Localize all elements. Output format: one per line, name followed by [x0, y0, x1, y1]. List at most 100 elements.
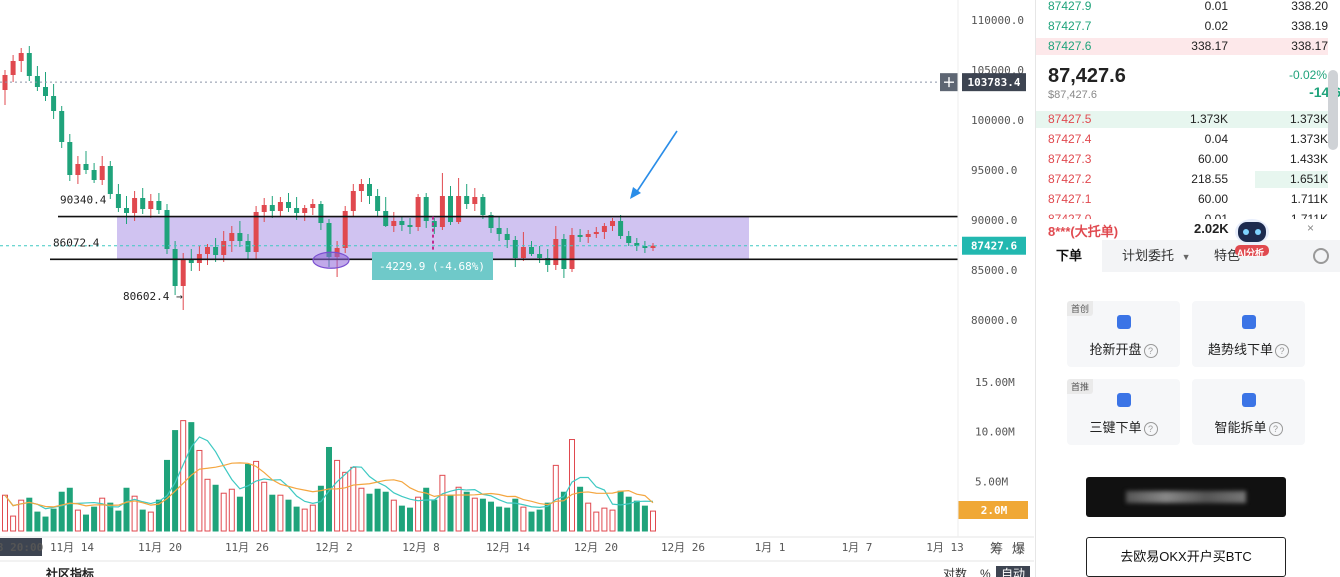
candle-body [124, 208, 129, 213]
volume-bar [431, 499, 438, 532]
card-badge: 首推 [1067, 379, 1094, 394]
volume-bar [601, 507, 608, 532]
candle-body [537, 254, 543, 258]
orderbook-bid-row[interactable]: 87427.3 60.00 1.433K [1036, 150, 1328, 169]
promo-banner[interactable] [1086, 477, 1286, 517]
volume-ma-line [4, 436, 654, 510]
tab-order[interactable]: 下单 [1036, 240, 1102, 272]
volume-bar [10, 515, 17, 532]
card-label: 三键下单 [1089, 420, 1142, 435]
volume-bar [317, 485, 324, 532]
volume-bar [66, 487, 73, 532]
volume-bar [91, 506, 98, 532]
orderbook-ask-row[interactable]: 87427.9 0.01 338.20 [1036, 0, 1328, 16]
last-price: 87,427.6 [1048, 65, 1126, 87]
candle-body [318, 204, 324, 223]
candle-body [172, 249, 178, 286]
volume-bar [172, 430, 179, 532]
card-three-key-order[interactable]: 首推 三键下单? [1067, 379, 1180, 445]
orderbook-bid-row[interactable]: 87427.1 60.00 1.711K [1036, 190, 1328, 209]
candle-body [610, 221, 615, 226]
candle-body [561, 239, 567, 269]
candle-body [302, 208, 308, 213]
robot-icon [1235, 219, 1269, 256]
candle-body [577, 235, 583, 237]
orderbook-size: 60.00 [1197, 152, 1228, 166]
big-order-label: 8***(大托单) [1048, 224, 1119, 239]
candle-body [431, 221, 437, 227]
candle-body [115, 194, 121, 208]
volume-bar [293, 506, 300, 532]
chip-icon: 筹 [990, 541, 1003, 556]
candle-body [237, 233, 243, 241]
candle-body [423, 197, 429, 221]
volume-bar [42, 516, 49, 532]
ai-analysis-button[interactable]: AI分析 [1232, 216, 1272, 258]
settings-icon[interactable] [1313, 248, 1329, 264]
orderbook-total: 1.373K [1289, 132, 1328, 146]
volume-bar [593, 511, 600, 532]
volume-bar [18, 499, 25, 532]
volume-bar [301, 508, 308, 532]
orderbook-total: 338.19 [1291, 19, 1328, 33]
close-icon[interactable]: × [1306, 221, 1314, 235]
scrollbar-handle[interactable] [1328, 70, 1338, 150]
orderbook-bid-row[interactable]: 87427.4 0.04 1.373K [1036, 130, 1328, 149]
date-tick-label: 12月 26 [661, 541, 705, 554]
volume-bar [366, 493, 373, 532]
chart-area[interactable]: -4229.9 (-4.68%) 90340.4 86072.4 80602.4 → … [0, 0, 1034, 577]
volume-bar [155, 499, 162, 532]
auto-scale-toggle [996, 566, 1030, 577]
open-account-button[interactable]: 去欧易OKX开户买BTC [1086, 537, 1286, 577]
volume-bar [50, 508, 57, 532]
price-tick-label: 110000.0 [971, 14, 1024, 27]
indicator-label: 社区指标 [45, 566, 94, 577]
card-rush-open[interactable]: 首创 抢新开盘? [1067, 301, 1180, 367]
help-icon[interactable]: ? [1275, 343, 1289, 358]
orderbook-ask-row[interactable]: 87427.7 0.02 338.19 [1036, 17, 1328, 36]
help-icon[interactable]: ? [1143, 421, 1158, 436]
card-smart-split[interactable]: 智能拆单? [1192, 379, 1305, 445]
orderbook-bid-row[interactable]: 87427.5 1.373K 1.373K [1036, 110, 1328, 129]
volume-bar [204, 478, 211, 532]
volume-bar [123, 487, 130, 532]
big-order-row[interactable]: 8***(大托单) 2.02K × [1036, 219, 1328, 239]
volume-bar [536, 509, 543, 532]
orderbook-total: 1.651K [1289, 172, 1328, 186]
candle-body [269, 205, 275, 211]
volume-bar [131, 495, 138, 532]
help-icon[interactable]: ? [1268, 421, 1283, 436]
volume-bar [196, 449, 203, 532]
candle-body [59, 111, 65, 142]
chevron-down-icon: ▼ [1181, 252, 1191, 262]
volume-bar [585, 502, 592, 532]
volume-bar [285, 499, 292, 532]
volume-bar [390, 499, 397, 532]
smart-split-icon [1241, 393, 1256, 407]
tab-plan-order[interactable]: 计划委托 ▼ [1122, 240, 1191, 272]
annotation-arrowhead [630, 187, 641, 199]
orderbook-bid-row[interactable]: 87427.2 218.55 1.651K [1036, 170, 1328, 189]
orderbook-ask-row[interactable]: 87427.6 338.17 338.17 [1036, 37, 1328, 56]
candle-body [593, 232, 599, 234]
candle-body [294, 208, 300, 213]
volume-bar [512, 498, 519, 532]
candle-body [132, 198, 138, 213]
volume-bar [479, 498, 486, 532]
volume-bar [544, 502, 551, 532]
last-price-fiat: $87,427.6 [1048, 89, 1097, 101]
order-tabs: 下单 计划委托 ▼ 特色 [1036, 240, 1340, 272]
candle-body [34, 76, 40, 87]
orderbook-size: 0.04 [1204, 132, 1228, 146]
volume-bar [382, 491, 389, 532]
candle-body [456, 196, 462, 222]
volume-bar [520, 506, 527, 532]
orderbook-total: 1.433K [1289, 152, 1328, 166]
candle-body [229, 233, 235, 241]
tab-special[interactable]: 特色 [1214, 248, 1241, 263]
card-trendline-order[interactable]: 趋势线下单? [1192, 301, 1305, 367]
volume-bar [463, 491, 470, 532]
help-icon[interactable]: ? [1143, 343, 1158, 358]
volume-bar [552, 464, 559, 532]
